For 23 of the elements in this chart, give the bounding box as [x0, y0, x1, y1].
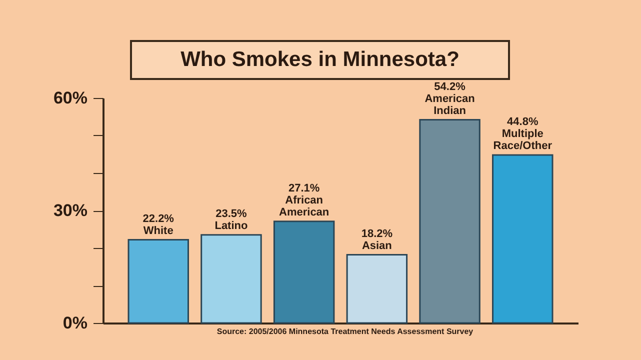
data-label: 54.2% — [434, 80, 466, 93]
x-tick-label: Latino — [214, 220, 248, 232]
category-label: American Indian — [424, 92, 475, 117]
bar — [419, 119, 480, 324]
data-label: 27.1% — [288, 182, 320, 194]
bar — [492, 154, 554, 324]
bar — [200, 234, 262, 324]
data-label: 18.2% — [361, 228, 393, 240]
y-tick-label: 60% — [53, 88, 88, 108]
category-label: African American — [279, 194, 330, 218]
chart-title: Who Smokes in Minnesota? — [130, 40, 510, 80]
y-tick-label: 0% — [62, 314, 88, 332]
x-tick-label: White — [143, 224, 174, 237]
source-note: Source: 2005/2006 Minnesota Treatment Needs Assessment Survey — [216, 327, 474, 336]
data-label: 23.5% — [216, 208, 248, 220]
x-tick-label: Asian — [362, 240, 392, 252]
bar — [346, 254, 408, 324]
bar — [128, 239, 189, 324]
y-tick-label: 30% — [53, 201, 88, 220]
data-label: 44.8% — [507, 116, 538, 128]
bar — [273, 220, 335, 324]
category-label: Multiple Race/Other — [493, 128, 552, 152]
data-label: 22.2% — [142, 212, 174, 225]
